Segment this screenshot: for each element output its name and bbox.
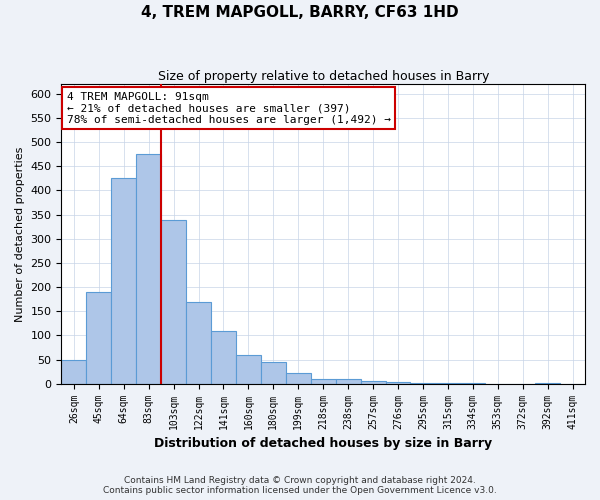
Bar bbox=[161, 220, 186, 384]
Bar bbox=[186, 302, 211, 384]
Bar bbox=[61, 360, 86, 384]
Bar bbox=[86, 292, 111, 384]
Text: Contains HM Land Registry data © Crown copyright and database right 2024.
Contai: Contains HM Land Registry data © Crown c… bbox=[103, 476, 497, 495]
Bar bbox=[111, 178, 136, 384]
Bar bbox=[236, 354, 261, 384]
Bar bbox=[361, 382, 386, 384]
Bar bbox=[211, 330, 236, 384]
Text: 4, TREM MAPGOLL, BARRY, CF63 1HD: 4, TREM MAPGOLL, BARRY, CF63 1HD bbox=[141, 5, 459, 20]
Bar bbox=[261, 362, 286, 384]
Bar bbox=[386, 382, 410, 384]
Text: 4 TREM MAPGOLL: 91sqm
← 21% of detached houses are smaller (397)
78% of semi-det: 4 TREM MAPGOLL: 91sqm ← 21% of detached … bbox=[67, 92, 391, 125]
Bar bbox=[311, 379, 335, 384]
X-axis label: Distribution of detached houses by size in Barry: Distribution of detached houses by size … bbox=[154, 437, 492, 450]
Bar bbox=[286, 373, 311, 384]
Y-axis label: Number of detached properties: Number of detached properties bbox=[15, 146, 25, 322]
Title: Size of property relative to detached houses in Barry: Size of property relative to detached ho… bbox=[158, 70, 489, 83]
Bar bbox=[410, 382, 436, 384]
Bar bbox=[136, 154, 161, 384]
Bar bbox=[335, 379, 361, 384]
